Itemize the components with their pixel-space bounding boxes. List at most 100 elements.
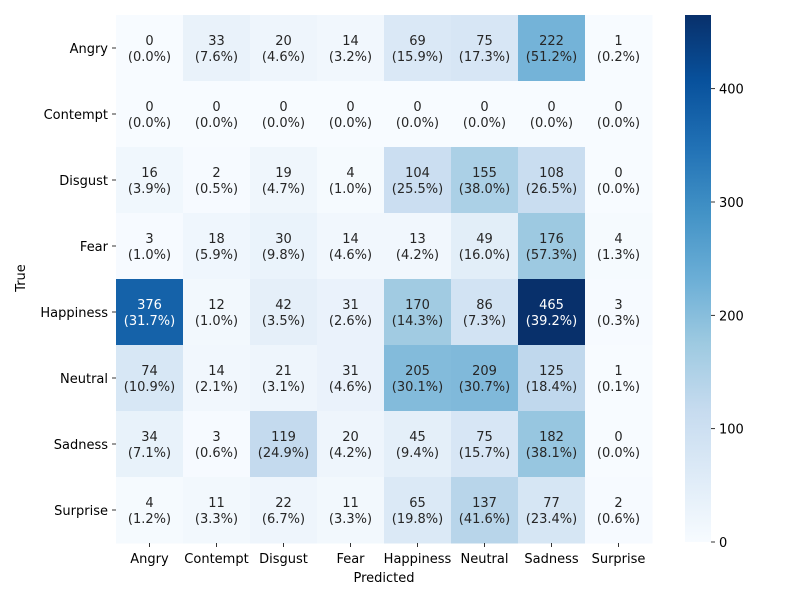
cell-percent-label: (0.0%)	[530, 116, 573, 131]
cell-value-label: 12	[208, 298, 225, 313]
x-tick-label: Disgust	[259, 552, 308, 567]
cell-percent-label: (4.6%)	[262, 50, 305, 65]
cell-value-label: 176	[539, 232, 564, 247]
y-tick-label: Happiness	[40, 306, 108, 321]
heatmap-cell	[585, 345, 653, 412]
cell-percent-label: (3.1%)	[262, 380, 305, 395]
heatmap-cell	[451, 279, 519, 346]
cell-value-label: 0	[614, 166, 622, 181]
heatmap-cell	[317, 477, 385, 544]
colorbar-tick-label: 100	[719, 423, 744, 438]
cell-percent-label: (0.0%)	[195, 116, 238, 131]
heatmap-cell	[384, 345, 452, 412]
x-tick-label: Happiness	[384, 552, 452, 567]
cell-percent-label: (3.2%)	[329, 50, 372, 65]
cell-value-label: 20	[275, 34, 292, 49]
cell-percent-label: (17.3%)	[459, 50, 510, 65]
heatmap-cell	[116, 147, 184, 214]
heatmap-cell	[585, 81, 653, 148]
heatmap-cell	[116, 279, 184, 346]
cell-value-label: 3	[614, 298, 622, 313]
cell-value-label: 0	[346, 100, 354, 115]
heatmap-cell	[183, 213, 251, 280]
heatmap-cell	[451, 81, 519, 148]
cell-value-label: 0	[145, 34, 153, 49]
heatmap-cell	[585, 477, 653, 544]
cell-percent-label: (0.0%)	[128, 50, 171, 65]
cell-percent-label: (0.6%)	[597, 512, 640, 527]
heatmap-cell	[384, 15, 452, 82]
cell-value-label: 0	[480, 100, 488, 115]
y-tick-label: Contempt	[44, 108, 108, 123]
heatmap-cell	[317, 15, 385, 82]
cell-percent-label: (23.4%)	[526, 512, 577, 527]
cell-percent-label: (26.5%)	[526, 182, 577, 197]
cell-value-label: 86	[476, 298, 493, 313]
cell-value-label: 30	[275, 232, 292, 247]
cell-percent-label: (25.5%)	[392, 182, 443, 197]
cell-value-label: 3	[145, 232, 153, 247]
heatmap-cell	[250, 147, 318, 214]
cell-percent-label: (15.7%)	[459, 446, 510, 461]
heatmap-cell	[317, 411, 385, 478]
cell-value-label: 14	[342, 34, 359, 49]
cell-percent-label: (3.9%)	[128, 182, 171, 197]
cell-value-label: 20	[342, 430, 359, 445]
x-tick-label: Surprise	[592, 552, 646, 567]
heatmap-cell	[585, 213, 653, 280]
cell-percent-label: (0.0%)	[597, 116, 640, 131]
heatmap-cell	[384, 279, 452, 346]
cell-value-label: 2	[614, 496, 622, 511]
heatmap-cell	[451, 477, 519, 544]
heatmap-cell	[116, 15, 184, 82]
heatmap-cell	[116, 411, 184, 478]
cell-percent-label: (6.7%)	[262, 512, 305, 527]
cell-value-label: 222	[539, 34, 564, 49]
cell-value-label: 125	[539, 364, 564, 379]
heatmap-cell	[116, 345, 184, 412]
heatmap-cell	[250, 411, 318, 478]
heatmap-cell	[317, 279, 385, 346]
cell-value-label: 0	[547, 100, 555, 115]
heatmap-cell	[518, 15, 586, 82]
cell-value-label: 13	[409, 232, 426, 247]
x-tick-label: Sadness	[524, 552, 578, 567]
cell-percent-label: (1.3%)	[597, 248, 640, 263]
heatmap-cell	[183, 345, 251, 412]
cell-percent-label: (19.8%)	[392, 512, 443, 527]
cell-percent-label: (7.6%)	[195, 50, 238, 65]
heatmap-cell	[250, 477, 318, 544]
heatmap-cell	[585, 15, 653, 82]
heatmap-cell	[250, 15, 318, 82]
cell-value-label: 2	[212, 166, 220, 181]
x-axis-label: Predicted	[353, 571, 414, 586]
heatmap-cell	[451, 15, 519, 82]
colorbar-tick-label: 400	[719, 83, 744, 98]
heatmap-cell	[250, 279, 318, 346]
cell-percent-label: (18.4%)	[526, 380, 577, 395]
cell-percent-label: (0.0%)	[597, 446, 640, 461]
heatmap-cell	[518, 81, 586, 148]
cell-percent-label: (15.9%)	[392, 50, 443, 65]
heatmap-cell	[518, 213, 586, 280]
cell-value-label: 1	[614, 364, 622, 379]
cell-value-label: 77	[543, 496, 560, 511]
cell-percent-label: (1.0%)	[195, 314, 238, 329]
heatmap-cell	[183, 279, 251, 346]
cell-percent-label: (57.3%)	[526, 248, 577, 263]
cell-value-label: 170	[405, 298, 430, 313]
colorbar-gradient	[685, 15, 711, 542]
cell-value-label: 4	[145, 496, 153, 511]
heatmap-cell	[183, 15, 251, 82]
cell-percent-label: (38.0%)	[459, 182, 510, 197]
heatmap-cell	[384, 477, 452, 544]
y-tick-label: Fear	[80, 240, 109, 255]
cell-value-label: 0	[279, 100, 287, 115]
cell-value-label: 205	[405, 364, 430, 379]
cell-value-label: 1	[614, 34, 622, 49]
cell-percent-label: (1.0%)	[128, 248, 171, 263]
x-tick-label: Fear	[336, 552, 365, 567]
cell-percent-label: (7.3%)	[463, 314, 506, 329]
heatmap-cell	[518, 147, 586, 214]
cell-value-label: 3	[212, 430, 220, 445]
